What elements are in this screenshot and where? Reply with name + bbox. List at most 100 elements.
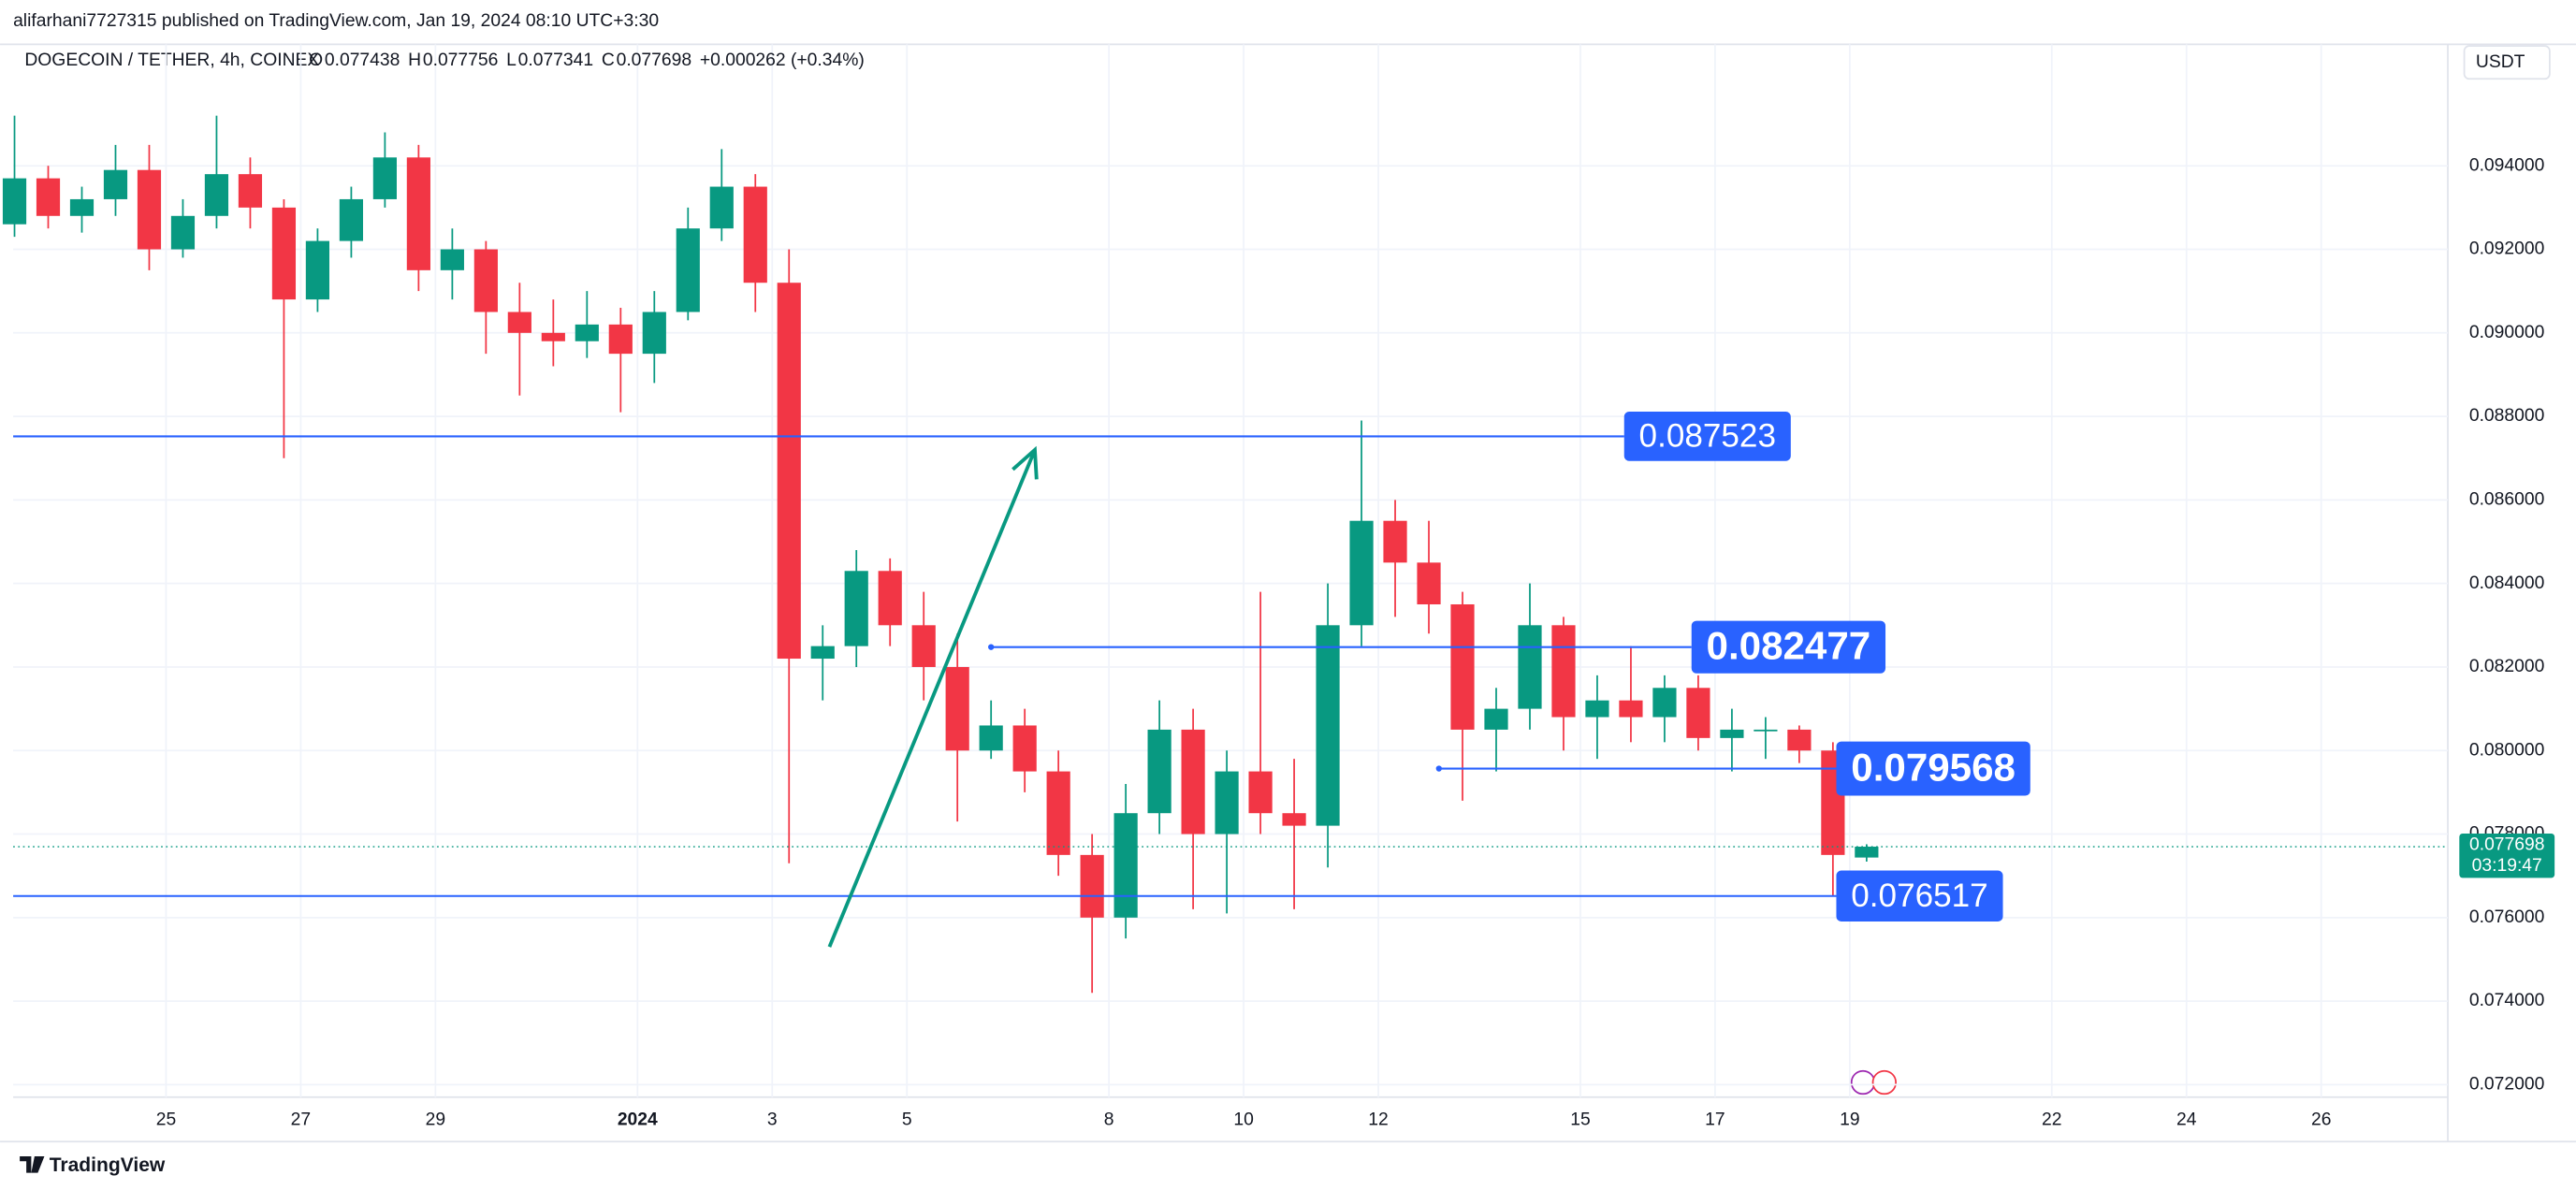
candle-body bbox=[372, 157, 397, 199]
candle-body bbox=[810, 646, 835, 660]
candle-body bbox=[1248, 771, 1273, 814]
last-price: 0.077698 bbox=[2469, 834, 2545, 854]
x-tick-label: 19 bbox=[1840, 1110, 1859, 1129]
ohlc-key: H bbox=[408, 51, 421, 70]
candle-body bbox=[608, 324, 633, 355]
x-tick-label: 12 bbox=[1368, 1110, 1388, 1129]
x-tick-label: 5 bbox=[902, 1110, 912, 1129]
candle-body bbox=[238, 174, 263, 208]
arrow-head bbox=[1011, 445, 1039, 480]
candle-body bbox=[979, 725, 1003, 751]
x-tick-label: 3 bbox=[767, 1110, 778, 1129]
level-anchor bbox=[988, 644, 995, 650]
y-tick-label: 0.072000 bbox=[2469, 1075, 2545, 1095]
candle-body bbox=[36, 178, 61, 216]
candle-body bbox=[1619, 700, 1643, 718]
y-tick-label: 0.090000 bbox=[2469, 323, 2545, 342]
candle-body bbox=[1450, 603, 1475, 730]
candle-body bbox=[1787, 729, 1812, 751]
x-tick-label: 15 bbox=[1570, 1110, 1590, 1129]
candle-body bbox=[339, 198, 363, 241]
publisher: alifarhani7727315 published on TradingVi… bbox=[13, 11, 659, 31]
candle-body bbox=[1046, 771, 1070, 855]
candle-body bbox=[1282, 813, 1306, 826]
x-tick-label: 29 bbox=[426, 1110, 445, 1129]
grid bbox=[13, 44, 2449, 1097]
candle-body bbox=[911, 625, 936, 667]
candle-body bbox=[1349, 520, 1374, 626]
candle-body bbox=[440, 249, 464, 270]
candle-body bbox=[709, 186, 734, 229]
x-tick-label: 17 bbox=[1705, 1110, 1725, 1129]
level-label-box bbox=[1691, 620, 1886, 674]
currency[interactable]: USDT bbox=[2476, 52, 2525, 72]
candle-body bbox=[743, 186, 767, 283]
event-icon[interactable] bbox=[1850, 1069, 1876, 1096]
x-tick-label: 10 bbox=[1233, 1110, 1253, 1129]
arrow bbox=[827, 449, 1037, 948]
candle-body bbox=[1417, 562, 1441, 604]
candle-body bbox=[1215, 771, 1239, 834]
ohlc-key: L bbox=[506, 51, 517, 70]
candle-body bbox=[1383, 520, 1407, 563]
candle-body bbox=[1181, 729, 1205, 834]
y-tick-label: 0.092000 bbox=[2469, 239, 2545, 259]
ohlc-value: 0.077341 bbox=[518, 51, 594, 70]
candle-body bbox=[1855, 847, 1879, 858]
candle-body bbox=[1012, 725, 1037, 772]
candle-body bbox=[406, 157, 430, 270]
x-tick-label: 2024 bbox=[618, 1110, 658, 1129]
currency-button[interactable] bbox=[2463, 45, 2551, 80]
x-tick-label: 27 bbox=[291, 1110, 311, 1129]
candle-body bbox=[103, 169, 128, 199]
y-tick-label: 0.086000 bbox=[2469, 489, 2545, 509]
candle-body bbox=[170, 215, 196, 250]
level-label-box bbox=[1623, 412, 1791, 461]
symbol: DOGECOIN / TETHER, 4h, COINEX bbox=[24, 51, 319, 70]
candle-body bbox=[642, 312, 666, 355]
candle-body bbox=[473, 249, 498, 312]
candle-body bbox=[844, 571, 868, 646]
ohlc-value: 0.077698 bbox=[617, 51, 692, 70]
candle-body bbox=[507, 312, 531, 333]
level-label: 0.087523 bbox=[1639, 417, 1776, 454]
last-price-box bbox=[2459, 833, 2555, 878]
logo-icon bbox=[20, 1156, 45, 1173]
candle-body bbox=[541, 332, 565, 341]
candle-body bbox=[1585, 700, 1609, 718]
x-tick-label: 22 bbox=[2042, 1110, 2061, 1129]
candle-body bbox=[305, 240, 330, 300]
candle-body bbox=[1316, 625, 1340, 826]
ohlc-value: 0.077438 bbox=[325, 51, 400, 70]
countdown: 03:19:47 bbox=[2472, 856, 2542, 876]
candle-body bbox=[271, 207, 297, 300]
y-tick-label: 0.082000 bbox=[2469, 657, 2545, 676]
ohlc-key: C bbox=[602, 51, 615, 70]
level-label: 0.082477 bbox=[1707, 624, 1871, 668]
level-label-box bbox=[1836, 870, 2003, 922]
level-anchor bbox=[1435, 765, 1442, 772]
candle-body bbox=[777, 283, 801, 660]
candle-body bbox=[2, 178, 27, 225]
candle-body bbox=[69, 198, 95, 216]
level-label: 0.076517 bbox=[1851, 878, 1987, 914]
candle-body bbox=[945, 666, 969, 751]
x-tick-label: 8 bbox=[1104, 1110, 1114, 1129]
candle-body bbox=[1720, 729, 1744, 738]
candle-body bbox=[1754, 729, 1778, 732]
event-icon[interactable] bbox=[1871, 1069, 1897, 1096]
candle-body bbox=[1551, 625, 1576, 718]
y-tick-label: 0.080000 bbox=[2469, 740, 2545, 760]
ohlc-value: 0.077756 bbox=[423, 51, 498, 70]
change: +0.000262 (+0.34%) bbox=[700, 51, 865, 70]
candle-body bbox=[1113, 813, 1138, 918]
candle-body bbox=[1080, 854, 1104, 918]
x-tick-label: 25 bbox=[156, 1110, 176, 1129]
y-tick-label: 0.076000 bbox=[2469, 907, 2545, 927]
brand: TradingView bbox=[50, 1154, 166, 1176]
level-label-box bbox=[1836, 741, 2030, 796]
candle-body bbox=[1652, 688, 1677, 718]
ohlc-key: O bbox=[309, 51, 323, 70]
candle-body bbox=[1147, 729, 1172, 814]
